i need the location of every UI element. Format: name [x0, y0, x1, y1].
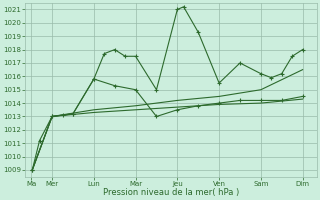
X-axis label: Pression niveau de la mer( hPa ): Pression niveau de la mer( hPa ): [103, 188, 239, 197]
